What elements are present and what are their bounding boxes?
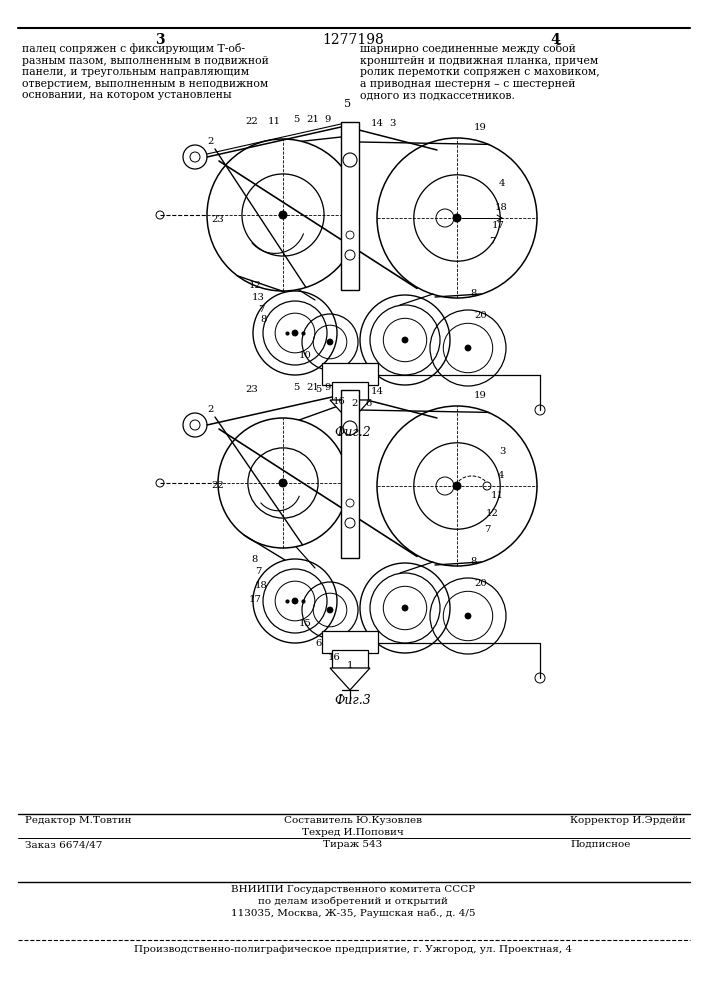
Text: 19: 19 bbox=[474, 123, 486, 132]
Text: 3: 3 bbox=[499, 446, 506, 456]
Text: 1277198: 1277198 bbox=[322, 33, 384, 47]
Text: 6: 6 bbox=[365, 399, 371, 408]
Circle shape bbox=[453, 214, 461, 222]
Text: 10: 10 bbox=[298, 351, 312, 360]
Text: 9: 9 bbox=[325, 383, 331, 392]
Text: 15: 15 bbox=[298, 618, 312, 628]
Circle shape bbox=[465, 345, 471, 351]
Text: Заказ 6674/47: Заказ 6674/47 bbox=[25, 840, 103, 849]
Text: Фиг.2: Фиг.2 bbox=[334, 426, 371, 439]
Text: 11: 11 bbox=[267, 117, 281, 126]
Polygon shape bbox=[330, 400, 370, 422]
Text: 16: 16 bbox=[332, 397, 346, 406]
Text: 18: 18 bbox=[255, 582, 267, 590]
Text: 7: 7 bbox=[484, 526, 490, 534]
Text: Подписное: Подписное bbox=[570, 840, 631, 849]
Text: 2: 2 bbox=[207, 406, 214, 414]
Text: 23: 23 bbox=[245, 385, 258, 394]
Text: 8: 8 bbox=[261, 316, 267, 324]
Text: по делам изобретений и открытий: по делам изобретений и открытий bbox=[258, 897, 448, 906]
Text: 3: 3 bbox=[156, 33, 165, 47]
Text: 22: 22 bbox=[211, 482, 224, 490]
Text: 13: 13 bbox=[252, 292, 264, 302]
Text: Техред И.Попович: Техред И.Попович bbox=[302, 828, 404, 837]
Text: 19: 19 bbox=[474, 391, 486, 400]
Text: 2: 2 bbox=[351, 399, 357, 408]
Circle shape bbox=[292, 330, 298, 336]
Text: 7: 7 bbox=[255, 568, 261, 576]
Text: 16: 16 bbox=[327, 652, 340, 662]
Text: 4: 4 bbox=[498, 178, 506, 188]
Text: 20: 20 bbox=[474, 578, 487, 587]
Polygon shape bbox=[330, 668, 370, 690]
Text: 6: 6 bbox=[315, 639, 321, 648]
Text: 7: 7 bbox=[258, 304, 264, 314]
Bar bbox=[322, 631, 378, 653]
Circle shape bbox=[292, 598, 298, 604]
Bar bbox=[341, 390, 359, 558]
Text: 113035, Москва, Ж-35, Раушская наб., д. 4/5: 113035, Москва, Ж-35, Раушская наб., д. … bbox=[230, 909, 475, 918]
Text: 5: 5 bbox=[315, 384, 321, 393]
Text: Корректор И.Эрдейи: Корректор И.Эрдейи bbox=[570, 816, 686, 825]
Bar bbox=[332, 382, 368, 400]
Text: 8: 8 bbox=[471, 290, 477, 298]
Text: 17: 17 bbox=[249, 595, 262, 604]
Text: 18: 18 bbox=[495, 202, 508, 212]
Text: 7: 7 bbox=[489, 237, 495, 246]
Text: 22: 22 bbox=[245, 117, 258, 126]
Text: 21: 21 bbox=[307, 115, 320, 124]
Text: 17: 17 bbox=[491, 221, 504, 230]
Text: ВНИИПИ Государственного комитета СССР: ВНИИПИ Государственного комитета СССР bbox=[231, 885, 475, 894]
Circle shape bbox=[327, 607, 333, 613]
Circle shape bbox=[327, 339, 333, 345]
Text: 21: 21 bbox=[307, 383, 320, 392]
Text: 3: 3 bbox=[389, 119, 395, 128]
Text: 8: 8 bbox=[252, 556, 258, 564]
Text: 4: 4 bbox=[498, 471, 504, 480]
Bar bbox=[332, 650, 368, 668]
Text: 12: 12 bbox=[249, 282, 262, 290]
Text: шарнирно соединенные между собой
кронштейн и подвижная планка, причем
ролик пере: шарнирно соединенные между собой кронште… bbox=[360, 43, 600, 100]
Circle shape bbox=[453, 482, 461, 490]
Text: 12: 12 bbox=[486, 510, 498, 518]
Bar bbox=[322, 363, 378, 385]
Text: Составитель Ю.Кузовлев: Составитель Ю.Кузовлев bbox=[284, 816, 422, 825]
Text: Тираж 543: Тираж 543 bbox=[323, 840, 382, 849]
Circle shape bbox=[402, 337, 408, 343]
Circle shape bbox=[402, 605, 408, 611]
Text: 1: 1 bbox=[346, 660, 354, 670]
Text: 14: 14 bbox=[370, 119, 383, 128]
Text: 4: 4 bbox=[550, 33, 560, 47]
Text: 2: 2 bbox=[207, 137, 214, 146]
Bar bbox=[341, 122, 359, 290]
Text: 5: 5 bbox=[344, 99, 351, 109]
Text: 20: 20 bbox=[474, 310, 487, 320]
Text: 5: 5 bbox=[293, 383, 299, 392]
Text: 23: 23 bbox=[211, 216, 224, 225]
Text: 8: 8 bbox=[471, 558, 477, 566]
Text: палец сопряжен с фиксирующим Т-об-
разным пазом, выполненным в подвижной
панели,: палец сопряжен с фиксирующим Т-об- разны… bbox=[22, 43, 269, 100]
Text: Производственно-полиграфическое предприятие, г. Ужгород, ул. Проектная, 4: Производственно-полиграфическое предприя… bbox=[134, 945, 572, 954]
Circle shape bbox=[279, 211, 287, 219]
Circle shape bbox=[465, 613, 471, 619]
Circle shape bbox=[279, 479, 287, 487]
Text: 5: 5 bbox=[293, 115, 299, 124]
Text: Фиг.3: Фиг.3 bbox=[334, 694, 371, 707]
Text: Редактор М.Товтин: Редактор М.Товтин bbox=[25, 816, 132, 825]
Text: 9: 9 bbox=[325, 115, 331, 124]
Text: 11: 11 bbox=[491, 491, 503, 500]
Text: 14: 14 bbox=[370, 387, 383, 396]
